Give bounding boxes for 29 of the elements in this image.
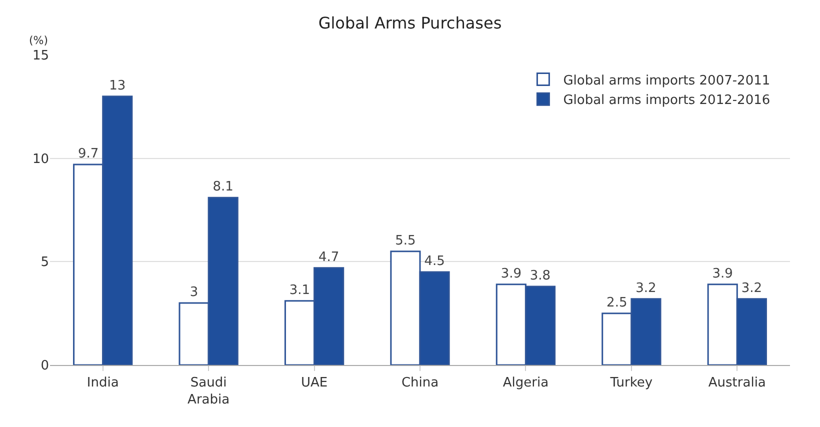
y-axis-title: (%) <box>29 34 48 47</box>
x-tick-label: India <box>86 376 119 391</box>
y-tick-label: 0 <box>40 358 49 374</box>
y-tick-label: 15 <box>32 48 49 64</box>
data-label: 4.7 <box>318 250 340 265</box>
data-label: 8.1 <box>212 180 234 195</box>
data-label: 9.7 <box>78 146 99 162</box>
x-tick-label: China <box>401 376 439 391</box>
x-tick-label: Australia <box>708 376 766 391</box>
data-label: 2.5 <box>606 295 628 310</box>
data-label: 4.5 <box>424 254 445 269</box>
legend-label: Global arms imports 2007-2011 <box>563 73 770 88</box>
chart-title: Global Arms Purchases <box>318 13 502 32</box>
legend-label: Global arms imports 2012-2016 <box>563 93 770 108</box>
x-tick-label: Saudi Arabia <box>188 376 230 408</box>
data-label: 3.1 <box>289 282 310 298</box>
x-tick-label: Turkey <box>609 376 653 391</box>
y-tick-label: 10 <box>32 152 49 167</box>
data-label: 3.8 <box>530 268 551 284</box>
data-label: 3 <box>190 285 198 300</box>
data-label: 3.9 <box>712 266 733 282</box>
data-label: 3.2 <box>741 280 762 296</box>
data-label: 3.9 <box>500 266 522 282</box>
y-tick-label: 5 <box>40 255 49 270</box>
data-label: 5.5 <box>395 233 416 248</box>
data-label: 3.2 <box>636 280 656 296</box>
x-tick-label: Algeria <box>502 376 549 391</box>
x-tick-label: UAE <box>300 376 328 391</box>
data-label: 13 <box>109 78 126 94</box>
